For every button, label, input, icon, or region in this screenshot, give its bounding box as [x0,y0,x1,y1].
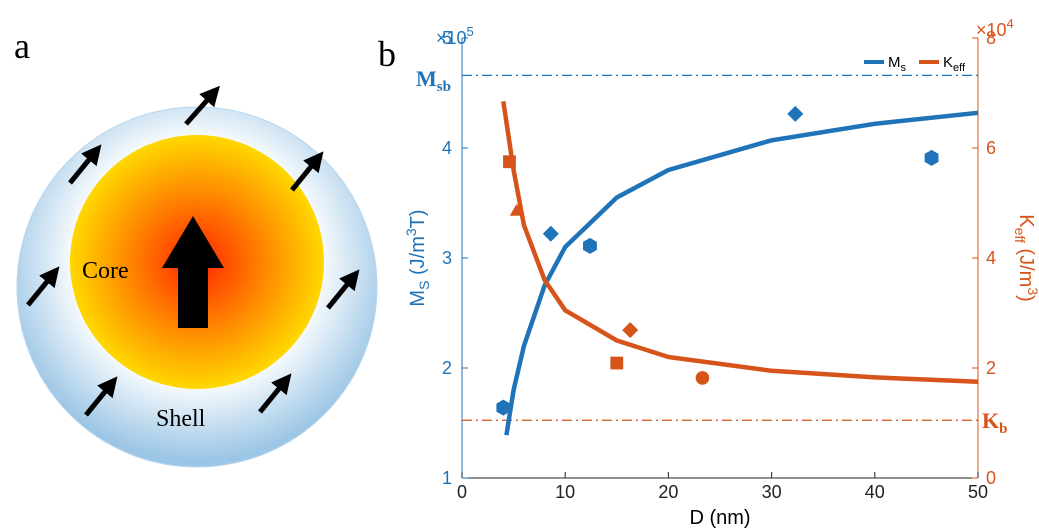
y-tick-label: 5 [442,28,452,48]
x-tick-label: 50 [968,482,988,502]
y-tick-label: 4 [442,138,452,158]
legend-label: Ms [888,54,907,74]
data-point [622,322,638,338]
label-part: 3 [1025,287,1039,295]
y-tick-label: 2 [442,358,452,378]
y2-tick-label: 4 [986,248,996,268]
panel-label: a [14,26,30,66]
shell-label: Shell [156,406,206,432]
label-part: (J/m [407,236,429,280]
y2-tick-label: 8 [986,28,996,48]
x-tick-label: 0 [457,482,467,502]
fit-curve [503,101,978,382]
fit-curve [506,113,978,435]
label-part: K [943,54,953,71]
data-point [610,357,623,370]
data-point [503,155,516,168]
label-part: 5 [467,24,474,39]
figure: a Core Shell b D (nm) MS (J/m3T) Keff (J… [0,0,1039,532]
label-part: M [888,54,901,71]
label-part: eff [953,62,966,74]
core-label: Core [82,258,129,284]
label-part: S [416,281,432,290]
y-axis-label: MS (J/m3T) [403,209,432,306]
label-part: M [416,66,437,91]
label-part: K [1015,214,1037,228]
data-point [925,150,939,166]
label-part: sb [437,79,451,95]
label-part: T) [407,209,429,228]
y2-tick-label: 6 [986,138,996,158]
y2-tick-label: 0 [986,468,996,488]
label-part: 4 [1007,16,1014,31]
data-point [787,106,803,122]
label-part: 3 [403,228,419,236]
label-part: ) [1015,295,1037,302]
y-tick-label: 1 [442,468,452,488]
label-part: s [901,62,907,74]
ref-label: Kb [982,408,1007,437]
legend-label: Keff [943,54,966,74]
label-part: eff [1012,228,1028,243]
label-part: K [982,408,999,433]
x-tick-label: 30 [762,482,782,502]
label-part: (J/m [1015,243,1037,287]
label-part: b [999,421,1007,437]
data-point [543,226,559,242]
data-point [583,238,597,254]
data-point [696,371,710,385]
label-part: M [407,290,429,307]
x-tick-label: 10 [555,482,575,502]
panel-label: b [378,34,396,74]
x-axis-label: D (nm) [689,507,750,529]
y2-tick-label: 2 [986,358,996,378]
y-tick-label: 3 [442,248,452,268]
ref-label: Msb [416,66,451,95]
x-tick-label: 40 [865,482,885,502]
x-tick-label: 20 [658,482,678,502]
y2-axis-label: Keff (J/m3) [1012,214,1039,302]
